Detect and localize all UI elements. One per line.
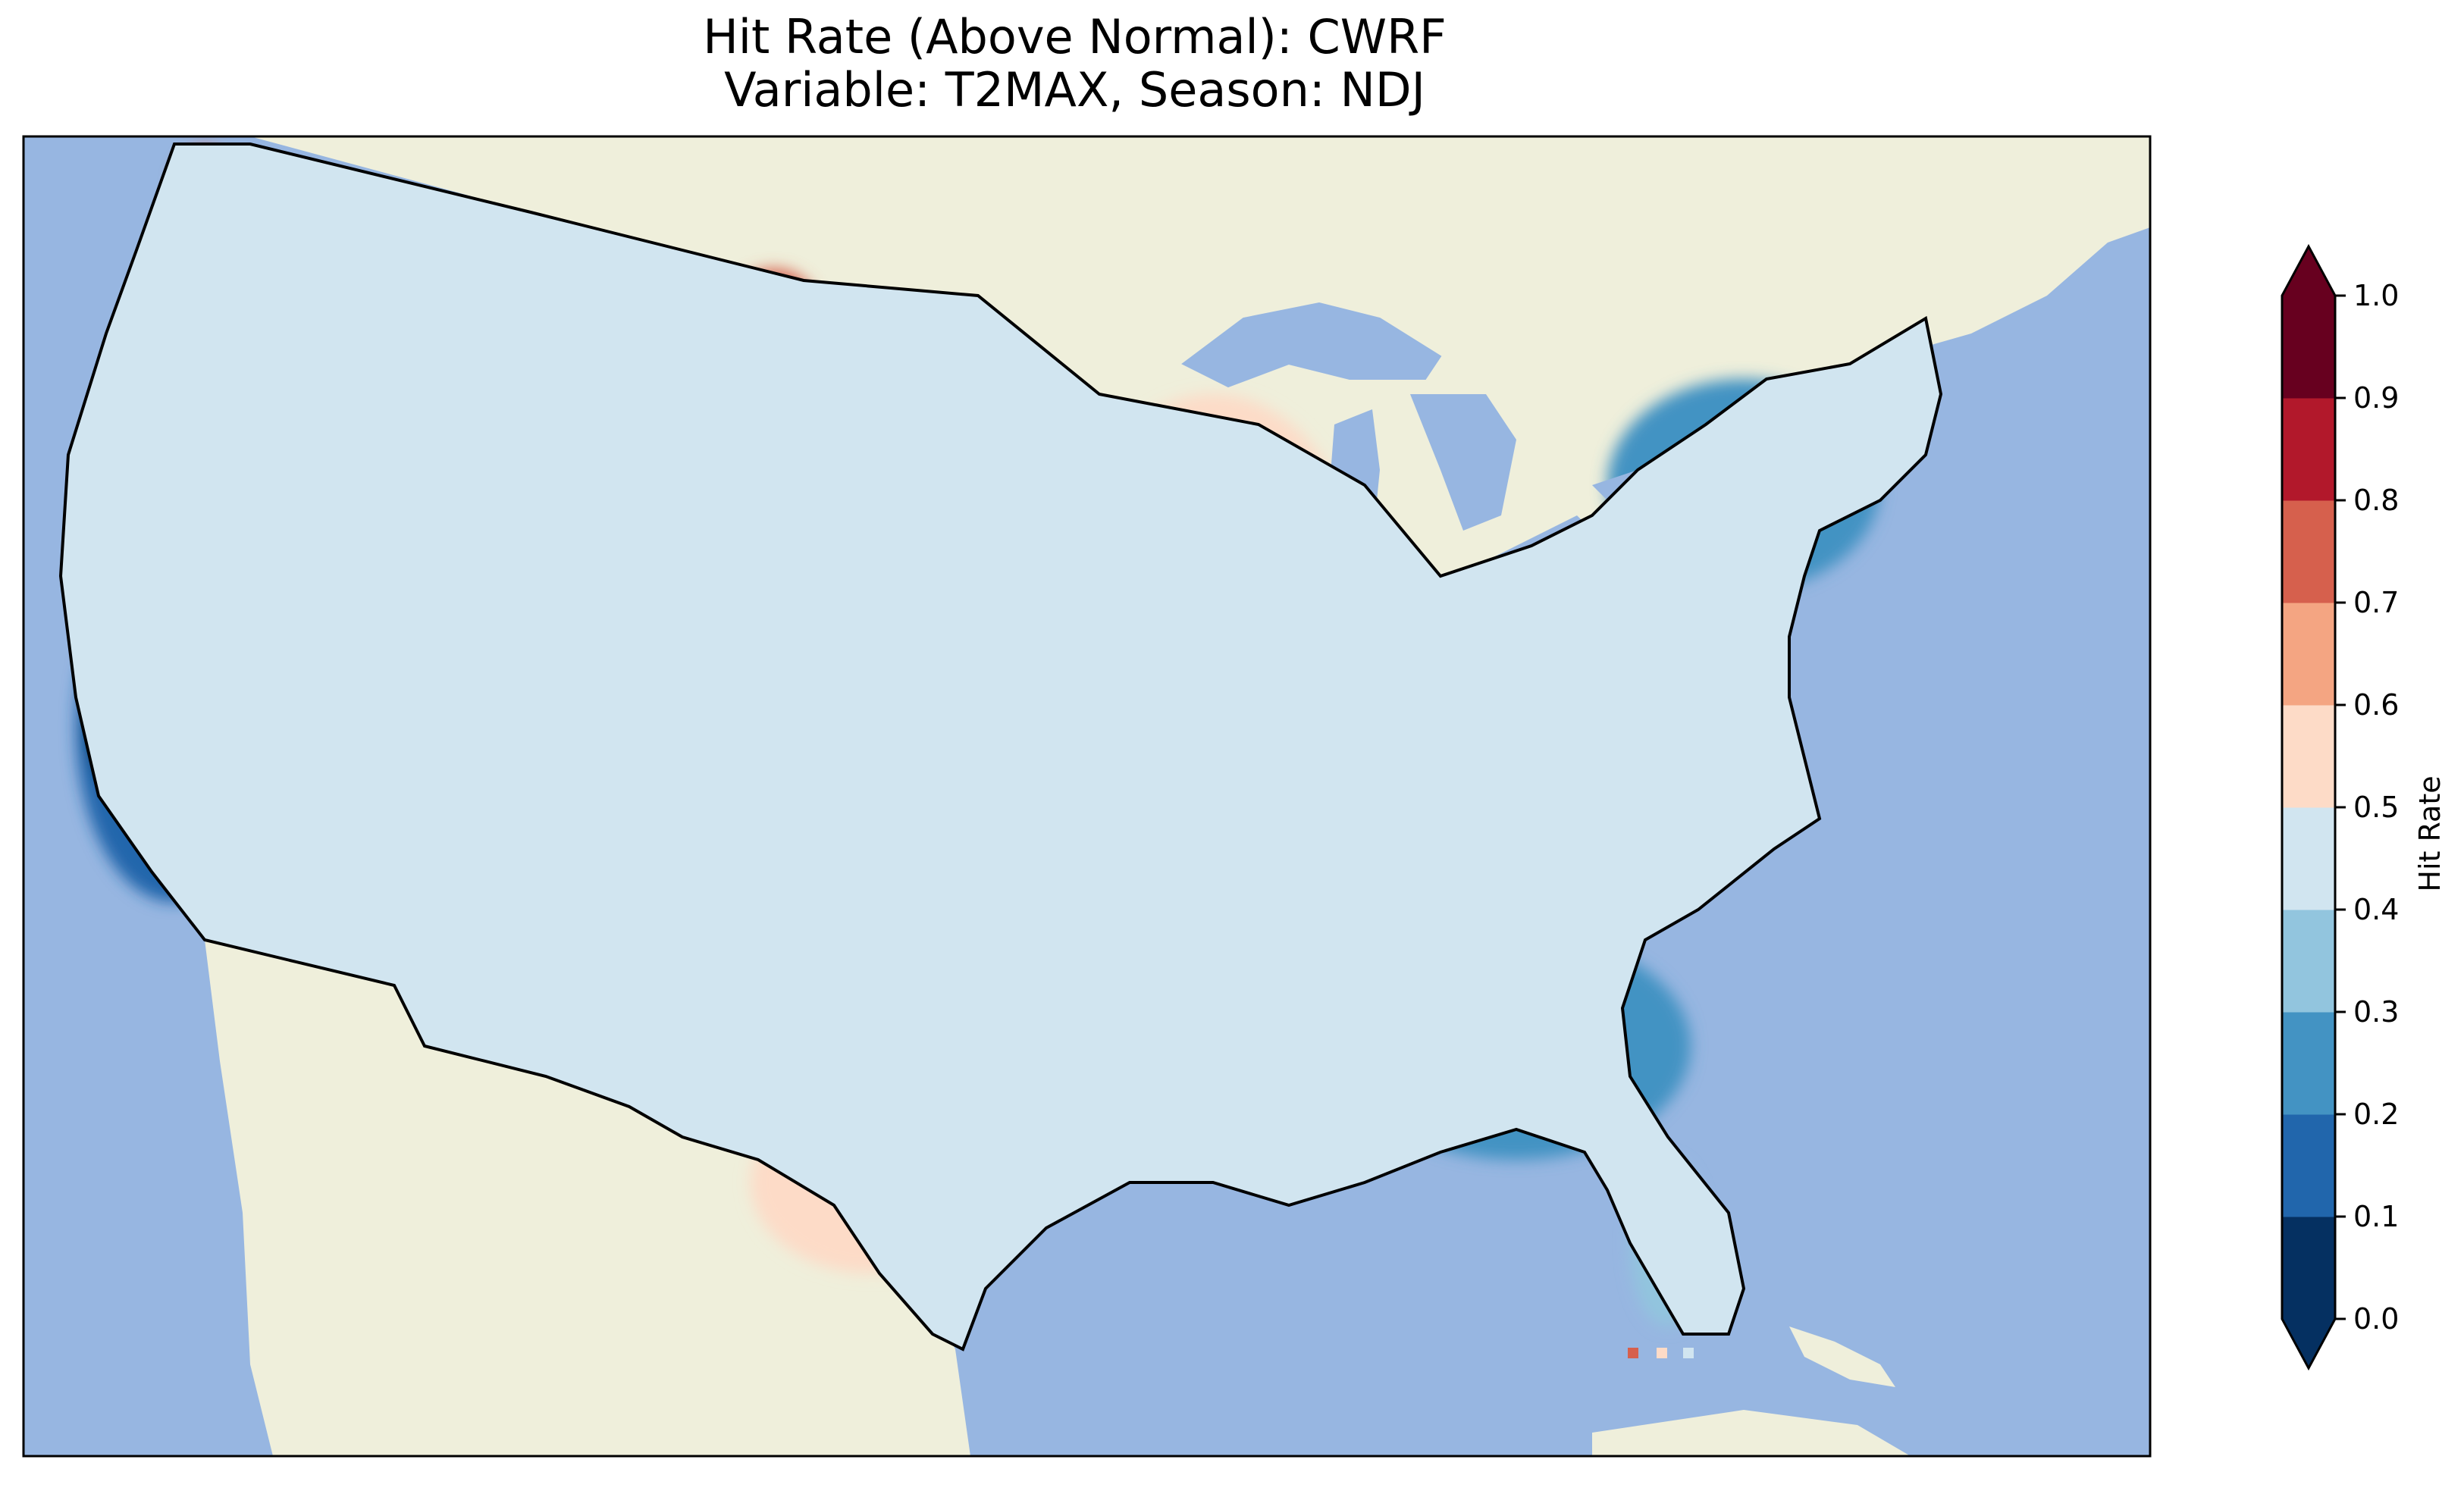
- colorbar-tick-label: 0.3: [2353, 995, 2399, 1029]
- colorbar-ticks: 0.0 0.1 0.2 0.3 0.4 0.5 0.6 0.7 0.8 0.9 1.0: [2335, 279, 2399, 1336]
- colorbar-tick-label: 0.6: [2353, 688, 2399, 722]
- colorbar-tick-label: 0.2: [2353, 1098, 2399, 1131]
- colorbar-bin-5: [2282, 705, 2335, 808]
- keys-cell-1: [1628, 1348, 1638, 1358]
- colorbar-bin-0: [2282, 1217, 2335, 1320]
- colorbar-bin-1: [2282, 1114, 2335, 1217]
- colorbar-tick-label: 0.9: [2353, 381, 2399, 415]
- colorbar-bin-3: [2282, 910, 2335, 1013]
- colorbar-bin-4: [2282, 807, 2335, 910]
- colorbar-bin-2: [2282, 1012, 2335, 1115]
- keys-cell-3: [1683, 1348, 1694, 1358]
- lake-huron: [1410, 394, 1516, 531]
- colorbar-segments: [2282, 246, 2335, 1368]
- colorbar-label: Hit Rate: [2413, 775, 2447, 891]
- baja-land: [205, 940, 425, 1402]
- colorbar-tick-label: 0.7: [2353, 586, 2399, 619]
- map-frame: [22, 135, 2152, 1458]
- colorbar-extend-max: [2282, 246, 2335, 296]
- keys-cell-2: [1657, 1348, 1667, 1358]
- cuba-bahamas-land: [1592, 1326, 1911, 1456]
- colorbar-extend-min: [2282, 1319, 2335, 1368]
- colorbar-bin-8: [2282, 398, 2335, 501]
- chart-title-line-1: Hit Rate (Above Normal): CWRF: [703, 9, 1447, 64]
- colorbar-bin-6: [2282, 603, 2335, 706]
- colorbar-tick-label: 0.1: [2353, 1200, 2399, 1233]
- colorbar-tick-label: 0.0: [2353, 1302, 2399, 1336]
- colorbar-bin-7: [2282, 500, 2335, 603]
- colorbar-tick-label: 1.0: [2353, 279, 2399, 312]
- colorbar-bin-9: [2282, 296, 2335, 399]
- colorbar-tick-label: 0.4: [2353, 893, 2399, 926]
- colorbar-outline: [2281, 243, 2337, 1371]
- lake-superior: [1181, 302, 1442, 388]
- chart-title-line-2: Variable: T2MAX, Season: NDJ: [724, 62, 1425, 117]
- colorbar-tick-label: 0.8: [2353, 484, 2399, 517]
- colorbar-tick-label: 0.5: [2353, 791, 2399, 824]
